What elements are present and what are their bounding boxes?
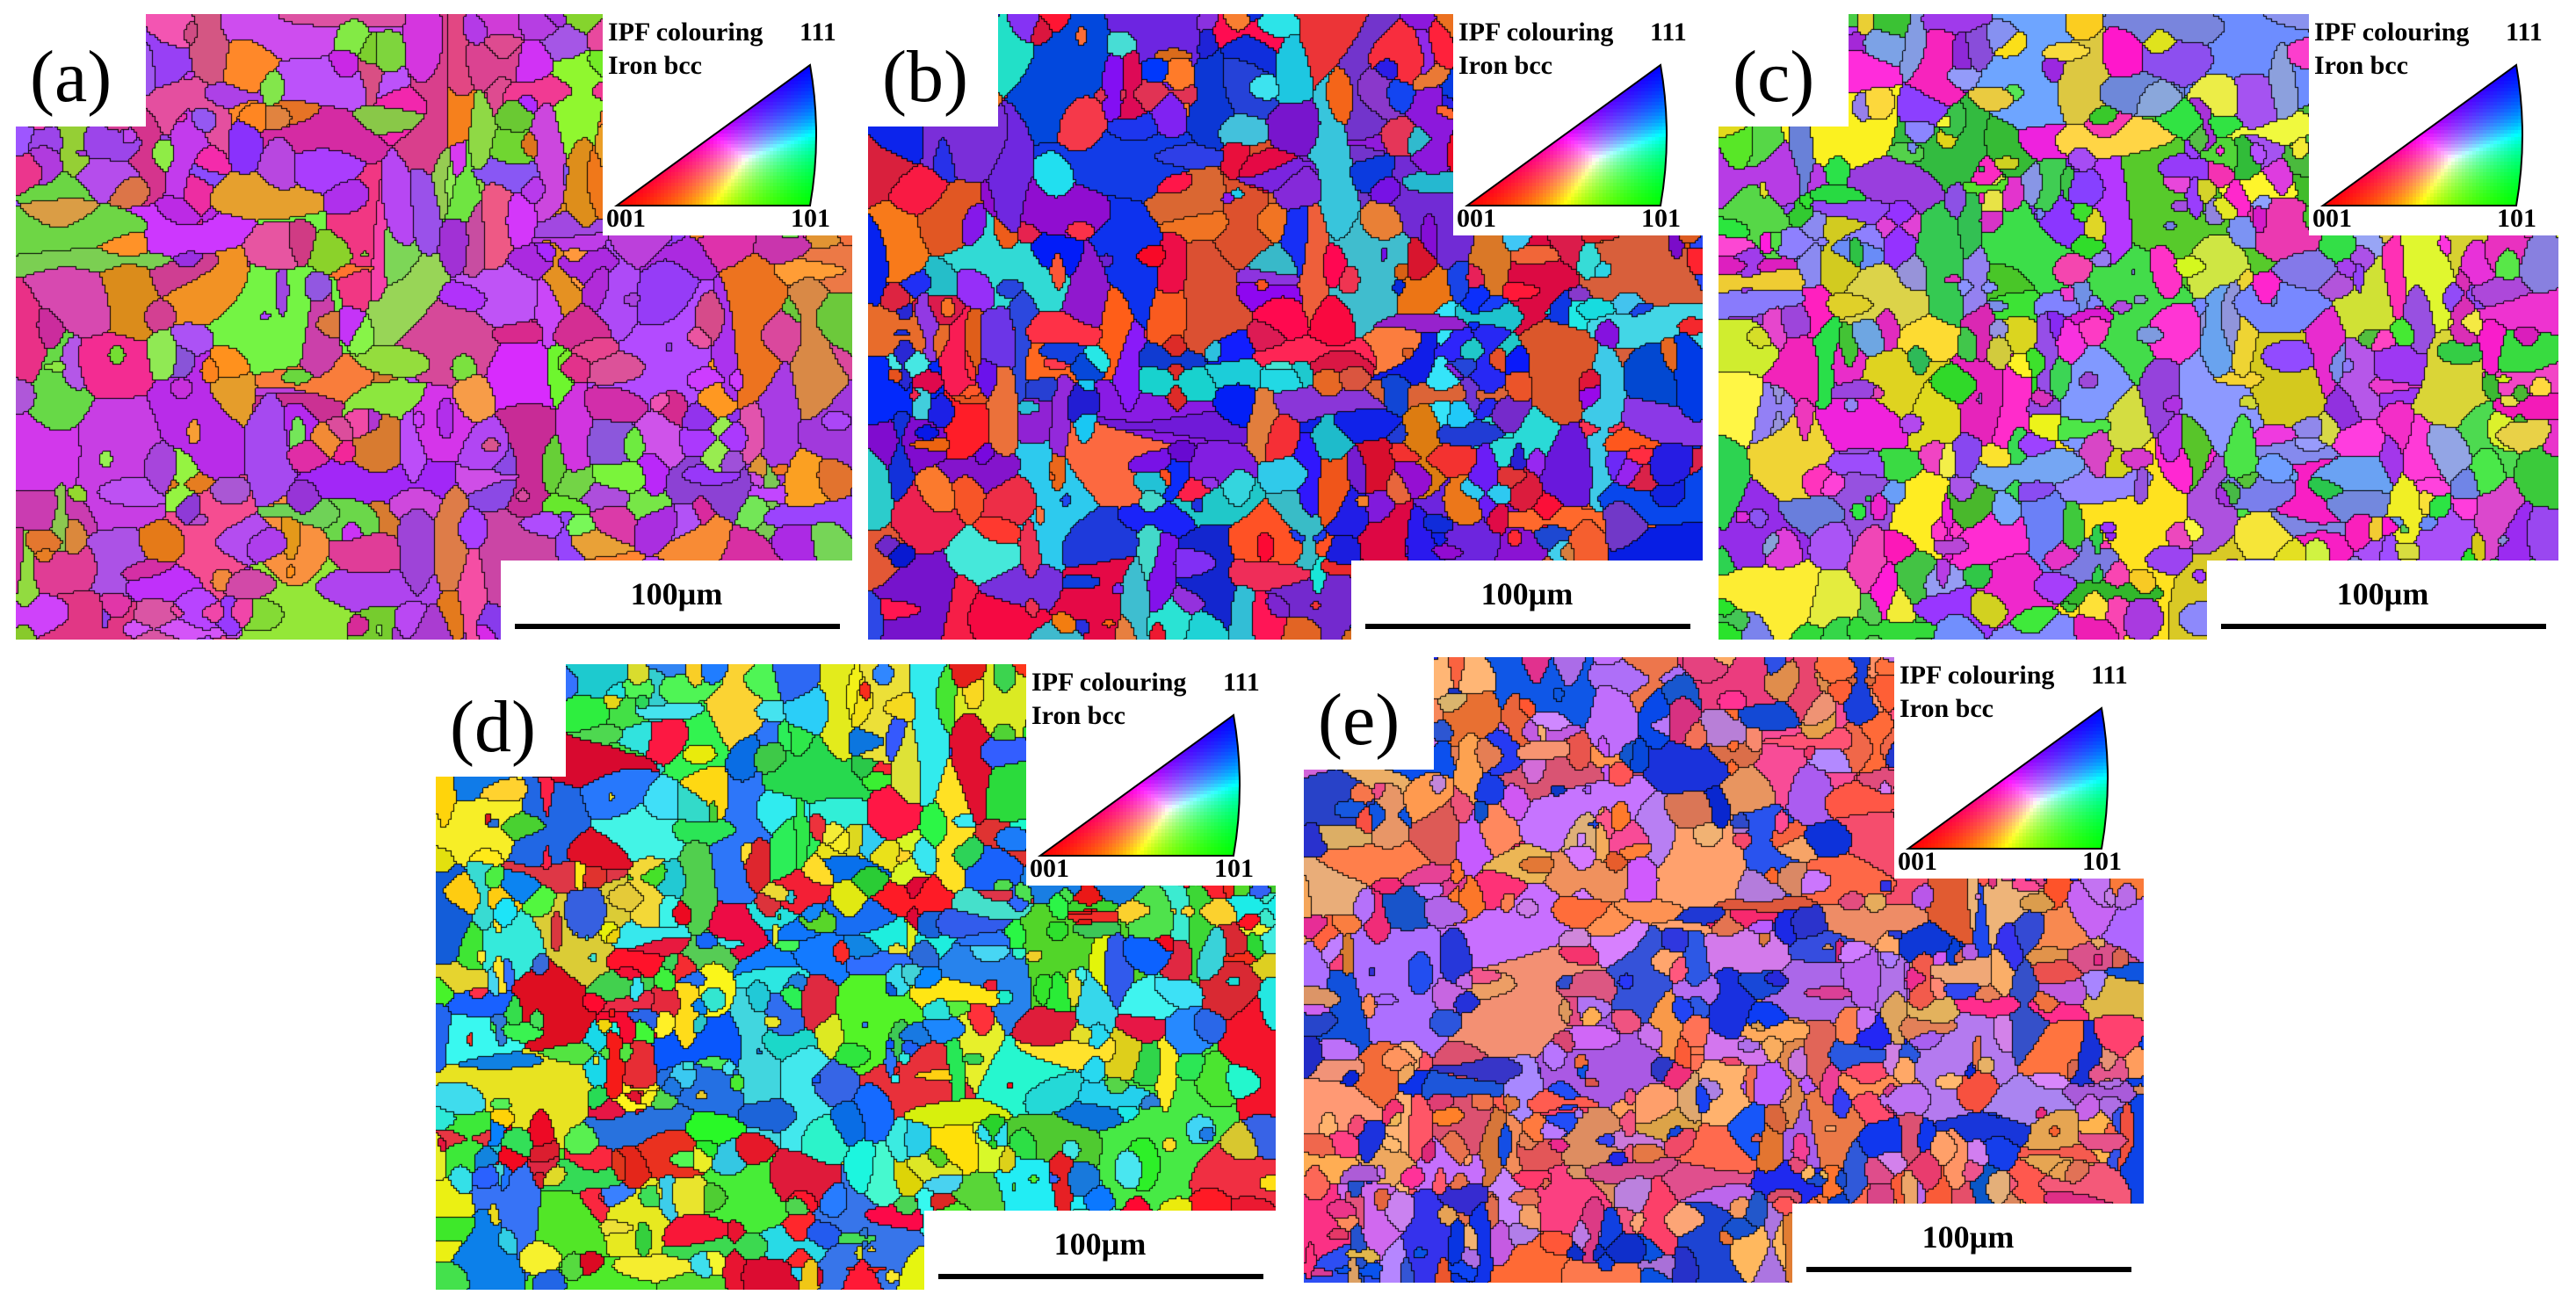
legend-title-line2: Iron bcc — [1031, 701, 1125, 730]
scale-bar-label: 100µm — [2336, 576, 2429, 611]
panel-d: (d) IPF colouring Iron bcc 111 001 101 1… — [436, 664, 1276, 1290]
panel-label: (b) — [882, 36, 968, 118]
legend-title-line1: IPF colouring — [1031, 668, 1187, 697]
ipf-triangle-icon — [613, 63, 817, 206]
legend-title-line1: IPF colouring — [1458, 18, 1614, 47]
ebsd-map — [16, 14, 852, 640]
legend-corner-111: 111 — [2091, 661, 2128, 690]
scale-bar-line — [1365, 624, 1690, 629]
legend-corner-001: 001 — [2312, 204, 2352, 233]
panel-b: (b) IPF colouring Iron bcc 111 001 101 1… — [868, 14, 1703, 640]
ipf-triangle-icon — [2319, 63, 2523, 206]
label-cutout — [868, 14, 998, 127]
scale-bar-line — [938, 1274, 1263, 1279]
label-cutout — [436, 664, 566, 777]
legend-title-line2: Iron bcc — [2314, 51, 2408, 80]
legend-corner-101: 101 — [1641, 204, 1681, 233]
panel-label: (d) — [450, 686, 536, 768]
legend-corner-001: 001 — [606, 204, 646, 233]
panel-label: (c) — [1733, 36, 1815, 118]
legend-title-line2: Iron bcc — [1458, 51, 1552, 80]
legend-corner-001: 001 — [1457, 204, 1496, 233]
scale-bar-line — [1806, 1267, 2131, 1272]
legend-corner-101: 101 — [2497, 204, 2536, 233]
scale-bar-label: 100µm — [1480, 576, 1574, 611]
ipf-triangle-icon — [1464, 63, 1668, 206]
legend-corner-001: 001 — [1030, 854, 1069, 883]
legend-title-line2: Iron bcc — [608, 51, 702, 80]
scale-bar-label: 100µm — [1921, 1219, 2015, 1255]
label-cutout — [1304, 657, 1434, 770]
scale-bar-line — [2221, 624, 2546, 629]
legend-title-line2: Iron bcc — [1899, 694, 1994, 723]
label-cutout — [1719, 14, 1849, 127]
legend-title-line1: IPF colouring — [2314, 18, 2470, 47]
scale-bar-label: 100µm — [630, 576, 723, 611]
ipf-triangle-icon — [1905, 706, 2109, 850]
legend-corner-111: 111 — [800, 18, 836, 47]
legend-corner-111: 111 — [1650, 18, 1687, 47]
scale-bar-label: 100µm — [1053, 1226, 1147, 1262]
panel-label: (e) — [1318, 679, 1400, 761]
legend-title-line1: IPF colouring — [608, 18, 763, 47]
legend-corner-001: 001 — [1898, 847, 1937, 876]
legend-corner-101: 101 — [791, 204, 830, 233]
legend-corner-111: 111 — [1223, 668, 1260, 697]
ebsd-map — [1719, 14, 2558, 640]
panel-e: (e) IPF colouring Iron bcc 111 001 101 1… — [1304, 657, 2144, 1283]
legend-corner-111: 111 — [2506, 18, 2543, 47]
legend-corner-101: 101 — [2082, 847, 2122, 876]
scale-bar-line — [515, 624, 840, 629]
panel-a: (a) IPF colouring Iron bcc 111 001 101 1… — [16, 14, 852, 640]
label-cutout — [16, 14, 146, 127]
ipf-triangle-icon — [1037, 713, 1241, 857]
legend-title-line1: IPF colouring — [1899, 661, 2055, 690]
panel-label: (a) — [30, 36, 112, 118]
legend-corner-101: 101 — [1214, 854, 1254, 883]
panel-c: (c) IPF colouring Iron bcc 111 001 101 1… — [1719, 14, 2558, 640]
